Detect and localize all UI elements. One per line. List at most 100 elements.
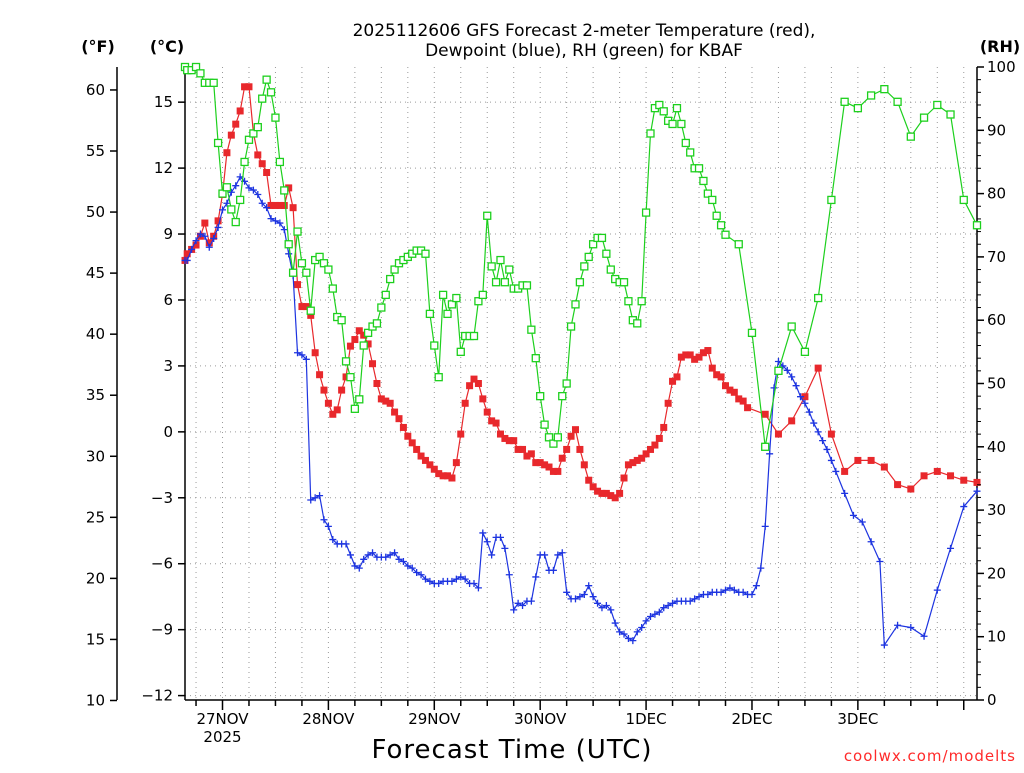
data-point-rh (293, 227, 302, 236)
data-point-rh (430, 341, 439, 350)
tick-label-celsius: −6 (151, 555, 173, 573)
data-point-dewpoint (501, 544, 509, 552)
data-point-rh (218, 189, 227, 198)
data-point-rh (814, 293, 823, 303)
data-point-temperature (448, 474, 456, 482)
data-point-rh (933, 100, 942, 110)
tick-label-celsius: 3 (163, 357, 173, 375)
data-point-temperature (545, 463, 553, 471)
data-point-temperature (549, 467, 557, 475)
data-point-rh (266, 88, 276, 97)
tick-label-day: 30NOV (514, 710, 567, 728)
data-point-rh (355, 395, 364, 404)
data-point-temperature (594, 487, 602, 495)
data-point-temperature (907, 485, 915, 493)
data-point-dewpoint (351, 562, 359, 570)
data-point-temperature (607, 492, 615, 500)
data-point-rh (319, 259, 329, 268)
data-point-rh (703, 189, 713, 198)
data-point-temperature (254, 151, 262, 159)
data-point-rh (487, 262, 496, 271)
data-point-temperature (699, 349, 707, 357)
data-point-rh (209, 78, 218, 87)
data-point-temperature (717, 373, 725, 381)
data-point-rh (227, 205, 236, 214)
data-point-dewpoint (867, 538, 875, 546)
data-point-temperature (461, 399, 469, 407)
data-point-temperature (633, 456, 641, 464)
data-point-temperature (342, 373, 350, 381)
data-point-dewpoint (849, 511, 857, 519)
data-point-dewpoint (841, 489, 849, 497)
tick-label-fahrenheit: 40 (86, 325, 105, 343)
credit-link[interactable]: coolwx.com/modelts (844, 747, 1016, 765)
data-point-temperature (355, 327, 363, 335)
data-point-temperature (624, 461, 632, 469)
data-point-dewpoint (346, 551, 354, 559)
data-point-temperature (541, 461, 549, 469)
data-point-dewpoint (801, 399, 809, 407)
data-point-rh (302, 268, 311, 277)
data-point-temperature (377, 395, 385, 403)
data-point-temperature (280, 201, 288, 209)
data-point-temperature (205, 239, 213, 247)
data-point-temperature (289, 204, 297, 212)
tick-label-fahrenheit: 15 (86, 630, 105, 648)
data-point-temperature (691, 355, 699, 363)
data-point-temperature (276, 201, 284, 209)
data-point-temperature (338, 386, 346, 394)
data-point-temperature (660, 423, 668, 431)
data-point-rh (328, 284, 337, 293)
data-point-dewpoint (404, 562, 412, 570)
data-point-rh (231, 217, 240, 227)
data-point-temperature (214, 217, 222, 225)
data-point-temperature (285, 184, 293, 192)
data-point-temperature (271, 201, 279, 209)
data-point-dewpoint (276, 219, 284, 227)
data-point-dewpoint (722, 586, 730, 594)
data-point-temperature (536, 459, 544, 467)
data-point-rh (222, 183, 232, 192)
tick-label-day: 29NOV (408, 710, 461, 728)
data-point-temperature (695, 353, 703, 361)
data-point-temperature (774, 430, 782, 438)
data-point-dewpoint (329, 536, 337, 544)
data-point-rh (377, 303, 386, 312)
data-point-dewpoint (761, 522, 769, 530)
data-point-dewpoint (210, 234, 218, 242)
data-point-rh (213, 138, 223, 148)
tick-label-fahrenheit: 10 (86, 691, 105, 709)
data-point-rh (866, 91, 876, 100)
data-point-temperature (519, 445, 527, 453)
data-point-temperature (479, 395, 487, 403)
data-point-temperature (642, 450, 650, 458)
data-point-temperature (192, 241, 200, 249)
data-point-dewpoint (602, 601, 610, 609)
data-point-rh (288, 268, 298, 277)
data-point-dewpoint (479, 529, 487, 537)
data-point-temperature (814, 364, 822, 372)
data-point-dewpoint (766, 450, 774, 458)
data-point-temperature (598, 489, 606, 497)
data-point-dewpoint (558, 549, 566, 557)
data-point-rh (827, 195, 836, 205)
data-point-dewpoint (505, 571, 513, 579)
data-point-temperature (474, 380, 482, 387)
tick-label-rh: 30 (987, 501, 1006, 519)
data-point-temperature (580, 461, 588, 469)
data-point-dewpoint (616, 628, 624, 636)
data-point-rh (363, 328, 373, 338)
data-point-temperature (611, 494, 619, 502)
data-point-temperature (382, 397, 390, 405)
data-point-temperature (457, 430, 465, 438)
data-point-dewpoint (223, 199, 231, 207)
tick-label-fahrenheit: 55 (86, 142, 105, 160)
data-point-dewpoint (254, 190, 262, 198)
data-point-rh (580, 262, 589, 271)
data-point-rh (372, 319, 382, 328)
data-point-temperature (704, 347, 712, 355)
data-point-dewpoint (307, 496, 315, 504)
tick-label-celsius: 15 (154, 93, 173, 111)
data-point-rh (527, 325, 536, 334)
tick-label-fahrenheit: 25 (86, 508, 105, 526)
